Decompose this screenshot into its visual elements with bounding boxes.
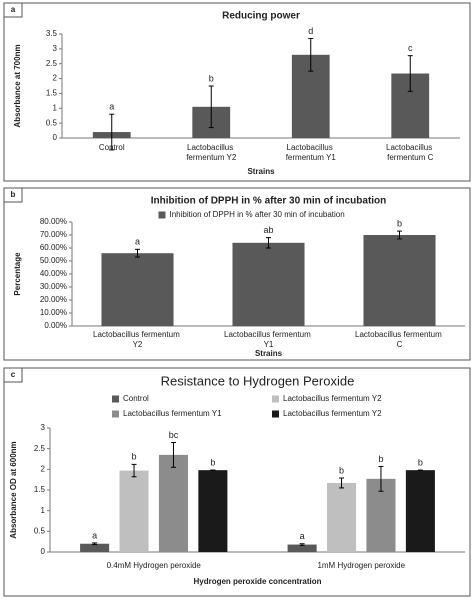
y-tick-label: 0 (41, 547, 46, 556)
chart-title: Reducing power (222, 11, 300, 22)
panel-border (3, 367, 471, 597)
significance-label: b (378, 454, 383, 464)
y-tick-label: 0.00% (44, 321, 67, 330)
panel: a Reducing power 0 0.5 1 1.5 2 2.5 3 3.5 Absorbanc… (3, 2, 471, 182)
y-tick-label: 1 (41, 506, 46, 515)
y-tick-label: 0 (53, 133, 58, 142)
significance-label: b (210, 458, 215, 468)
panel: b Inhibition of DPPH in % after 30 min of… (3, 187, 471, 361)
significance-label: a (92, 530, 97, 540)
bar (232, 242, 305, 326)
y-tick-label: 10.00% (40, 308, 67, 317)
significance-label: b (132, 452, 137, 462)
significance-label: a (300, 531, 305, 541)
y-tick-label: 2 (53, 74, 58, 83)
panel-label: a (11, 5, 16, 14)
x-axis-label: Strains (255, 349, 283, 358)
legend-label: Inhibition of DPPH in % after 30 min of … (170, 210, 345, 219)
x-axis-label: Strains (247, 167, 275, 176)
y-tick-label: 50.00% (40, 256, 67, 265)
chart-title: Resistance to Hydrogen Peroxide (161, 373, 355, 388)
y-tick-label: 3.5 (46, 29, 58, 38)
y-tick-label: 1.5 (34, 485, 46, 494)
y-axis-label: Absorbance at 700nm (13, 44, 22, 127)
y-axis-label: Percentage (13, 252, 22, 296)
legend-swatch (112, 395, 119, 403)
y-tick-label: 1.5 (46, 89, 58, 98)
y-tick-label: 2 (41, 464, 46, 473)
x-tick-label: 0.4mM Hydrogen peroxide (107, 561, 202, 570)
y-tick-label: 0.5 (46, 118, 58, 127)
legend-swatch (272, 410, 279, 418)
y-tick-label: 40.00% (40, 269, 67, 278)
panel-label: c (11, 370, 16, 379)
significance-label: a (135, 237, 140, 247)
x-tick-label: Lactobacillus fermentum Y1 (286, 143, 337, 162)
legend-swatch (158, 211, 166, 219)
y-tick-label: 2.5 (34, 444, 46, 453)
panel-label-box (3, 2, 23, 18)
significance-label: c (408, 43, 413, 53)
y-tick-label: 80.00% (40, 217, 67, 226)
bar (198, 470, 228, 552)
x-tick-label: Lactobacillus fermentum C (386, 143, 434, 162)
y-axis-label: Absorbance OD at 600nm (9, 441, 18, 538)
x-tick-label: Lactobacillus fermentum C (355, 330, 444, 349)
significance-label: b (418, 458, 423, 468)
y-tick-label: 30.00% (40, 282, 67, 291)
legend-label: Control (123, 394, 149, 403)
y-tick-label: 60.00% (40, 243, 67, 252)
bar (287, 544, 317, 552)
bar (101, 253, 174, 326)
legend-swatch (272, 395, 279, 403)
bar (405, 470, 435, 552)
panel-border (3, 2, 471, 182)
panel-label: b (11, 190, 16, 199)
panel-label-box (3, 187, 23, 203)
x-tick-label: Lactobacillus fermentum Y2 (186, 143, 237, 162)
significance-label: b (209, 73, 214, 83)
bar (158, 454, 188, 552)
x-tick-label: Lactobacillus fermentum Y1 (224, 330, 313, 349)
x-axis-label: Hydrogen peroxide concentration (193, 577, 321, 586)
y-tick-label: 3 (41, 423, 46, 432)
x-tick-label: Lactobacillus fermentum Y2 (93, 330, 182, 349)
panel-label-box (3, 367, 23, 383)
bar (327, 482, 357, 552)
bar (119, 470, 149, 552)
y-tick-label: 0.5 (34, 526, 46, 535)
legend-swatch (112, 410, 119, 418)
y-tick-label: 1 (53, 103, 58, 112)
significance-label: d (308, 26, 313, 36)
y-tick-label: 2.5 (46, 59, 58, 68)
bar (80, 543, 110, 552)
y-tick-label: 70.00% (40, 230, 67, 239)
x-tick-label: 1mM Hydrogen peroxide (317, 561, 405, 570)
legend-label: Lactobacillus fermentum Y1 (123, 409, 222, 418)
significance-label: b (339, 465, 344, 475)
legend-label: Lactobacillus fermentum Y2 (283, 409, 382, 418)
significance-label: b (397, 218, 402, 228)
significance-label: a (109, 102, 114, 112)
bar (363, 235, 436, 326)
panel: c Resistance to Hydrogen Peroxide 0 0.5 1 1.5… (3, 367, 471, 597)
y-tick-label: 20.00% (40, 295, 67, 304)
legend-label: Lactobacillus fermentum Y2 (283, 394, 382, 403)
chart-title: Inhibition of DPPH in % after 30 min of … (151, 196, 387, 207)
y-tick-label: 3 (53, 44, 58, 53)
significance-label: bc (169, 430, 179, 440)
panel-border (3, 187, 471, 361)
significance-label: ab (263, 225, 273, 235)
